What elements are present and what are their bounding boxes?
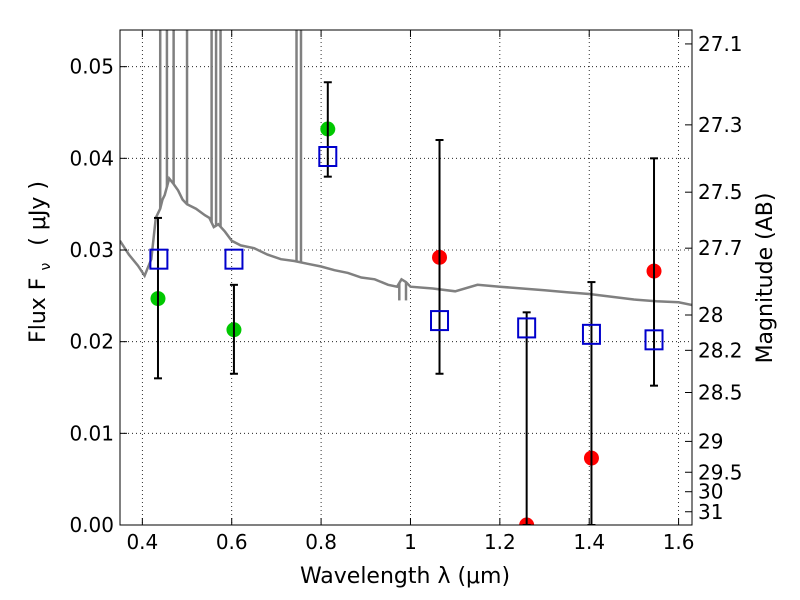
y-tick-label: 0.01 [69,421,114,445]
model-flux-square [149,248,169,270]
model-flux-square [581,323,601,345]
grid-lines [120,30,692,526]
x-axis-label: Wavelength λ (μm) [300,564,510,589]
y-tick-label: 0.02 [69,330,114,354]
plot-content [120,30,692,525]
y-tick-label: 0.04 [69,146,114,170]
right-y-tick-label: 28 [698,303,723,327]
model-flux-square [224,248,244,270]
right-y-tick-label: 28.2 [698,338,743,362]
right-y-axis-label: Magnitude (AB) [753,193,778,364]
x-tick-label: 0.8 [305,530,337,554]
y-tick-label: 0.05 [69,55,114,79]
y-axis-label-subscript: ν [38,263,54,271]
x-tick-label: 0.6 [216,530,248,554]
right-y-tick-label: 30 [698,480,723,504]
y-axis-label-unit: ( μJy ) [26,181,51,246]
right-y-tick-label: 31 [698,500,723,524]
model-flux-square [517,317,537,339]
model-flux-square [644,329,664,351]
y-tick-label: 0.00 [69,513,114,537]
right-y-tick-label: 27.5 [698,180,743,204]
right-y-tick-label: 27.7 [698,236,743,260]
x-tick-label: 1 [404,530,417,554]
model-flux-square [318,146,338,167]
model-flux-square [430,310,450,332]
x-tick-label: 0.4 [126,530,158,554]
right-y-tick-label: 29.5 [698,460,743,484]
right-y-tick-label: 28.5 [698,381,743,405]
right-y-tick-label: 29 [698,429,723,453]
y-axis-label-main: Flux F [26,278,51,343]
right-y-tick-label: 27.3 [698,113,743,137]
plot-frame [119,29,693,526]
x-tick-label: 1.2 [484,530,516,554]
y-axis-label: Flux F ν ( μJy ) [26,181,56,343]
spectrum-line [120,175,692,307]
axis-ticks: 0.4 0.6 0.8 1 1.2 1.4 1.6 0.00 0.01 0.02 0.03 0.04 0… [69,30,743,554]
right-y-tick-label: 27.1 [698,32,743,56]
y-tick-label: 0.03 [69,238,114,262]
x-tick-label: 1.4 [573,530,605,554]
x-tick-label: 1.6 [663,530,695,554]
